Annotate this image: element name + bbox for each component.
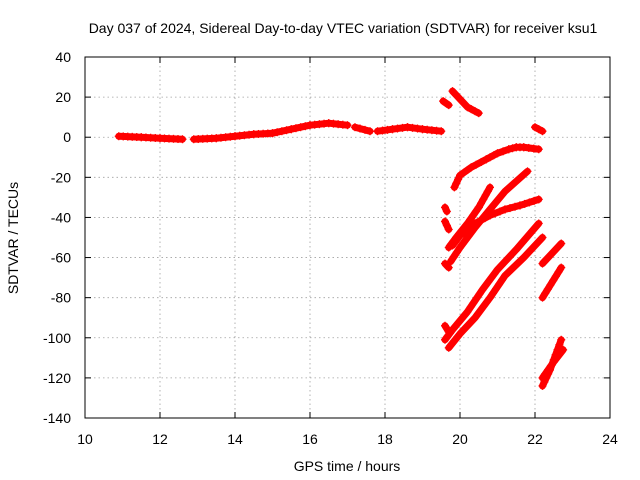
y-tick-label: -60 [51, 250, 71, 266]
y-tick-label: -100 [43, 330, 71, 346]
y-axis-title: SDTVAR / TECUs [5, 182, 21, 294]
data-series-track [441, 219, 543, 344]
data-series-track [538, 345, 568, 382]
data-track-line [539, 240, 565, 268]
data-series-track [538, 239, 566, 268]
x-tick-label: 12 [152, 431, 168, 447]
data-series-track [439, 97, 453, 110]
chart-title: Day 037 of 2024, Sidereal Day-to-day VTE… [89, 20, 598, 36]
data-series-track [448, 195, 543, 250]
y-tick-label: -80 [51, 290, 71, 306]
x-tick-label: 24 [602, 431, 618, 447]
data-series-track [351, 123, 374, 136]
data-track-line [351, 123, 374, 135]
plot-frame [84, 56, 611, 419]
y-tick-label: -40 [51, 209, 71, 225]
x-tick-label: 14 [227, 431, 243, 447]
x-tick-label: 16 [302, 431, 318, 447]
data-series-track [373, 123, 446, 136]
data-series-track [268, 119, 352, 138]
data-series-track [441, 203, 451, 216]
x-tick-label: 18 [377, 431, 393, 447]
data-series-track [444, 233, 547, 352]
data-series [114, 87, 568, 390]
data-series-track [448, 87, 483, 118]
y-tick-label: 20 [55, 89, 71, 105]
data-series-track [114, 132, 187, 144]
x-tick-label: 10 [77, 431, 93, 447]
data-series-track [189, 129, 277, 144]
data-series-track [531, 123, 547, 136]
data-track-line [439, 97, 453, 109]
x-tick-label: 22 [527, 431, 543, 447]
axis-ticks: 10 12 14 16 18 20 22 24 -140 -120 -100 -80 -60 -40 -20… [43, 49, 618, 447]
data-series-track [441, 259, 453, 272]
y-tick-label: -120 [43, 370, 71, 386]
y-tick-label: -140 [43, 410, 71, 426]
x-tick-label: 20 [452, 431, 468, 447]
y-tick-label: 40 [55, 49, 71, 65]
data-series-track [450, 143, 543, 192]
x-axis-title: GPS time / hours [294, 458, 401, 474]
data-series-track [538, 263, 566, 302]
y-tick-label: -20 [51, 169, 71, 185]
data-series-track [441, 217, 453, 234]
y-tick-label: 0 [63, 129, 71, 145]
